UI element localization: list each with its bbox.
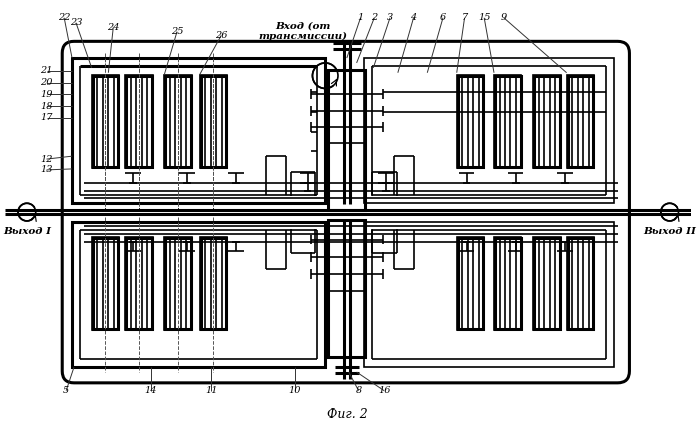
Bar [200,237,227,330]
Bar [456,237,484,330]
Text: 12: 12 [41,155,53,164]
Bar [201,237,226,329]
Bar [533,75,561,168]
Text: 13: 13 [41,165,53,174]
Text: 22: 22 [58,13,71,22]
Text: 8: 8 [356,386,361,395]
Bar [125,75,152,168]
Text: 18: 18 [41,102,53,111]
Bar [495,237,521,329]
Bar [456,75,484,168]
Bar [364,58,614,203]
Text: 3: 3 [387,13,393,22]
Text: 24: 24 [107,23,120,32]
Bar [93,237,118,329]
Text: 1: 1 [357,13,363,22]
Bar [92,237,119,330]
Text: 11: 11 [205,386,217,395]
Text: 10: 10 [289,386,301,395]
Text: 25: 25 [171,27,183,36]
Text: 6: 6 [440,13,446,22]
Text: 20: 20 [41,78,53,87]
Bar [533,237,561,330]
Bar [164,237,192,330]
Text: 9: 9 [500,13,507,22]
FancyBboxPatch shape [62,41,629,383]
Text: Вход (от
трансмиссии): Вход (от трансмиссии) [258,22,347,41]
Bar [534,76,560,167]
Bar [328,70,366,210]
Text: 5: 5 [63,386,69,395]
Bar [494,237,521,330]
Text: 15: 15 [478,13,491,22]
Bar [72,58,325,203]
Bar [567,237,594,330]
Text: 26: 26 [215,31,227,40]
Bar [568,76,593,167]
Bar [495,76,521,167]
Bar [201,76,226,167]
Text: Выход I: Выход I [3,227,51,236]
Bar [72,222,325,367]
Text: Фиг. 2: Фиг. 2 [327,408,368,421]
Bar [165,237,191,329]
Text: 17: 17 [41,113,53,122]
Bar [200,75,227,168]
Bar [92,75,119,168]
Text: 4: 4 [410,13,417,22]
Text: 14: 14 [144,386,157,395]
Bar [126,76,152,167]
Text: Выход II: Выход II [643,227,696,236]
Bar [458,76,483,167]
Bar [328,220,366,357]
Text: 23: 23 [70,18,82,27]
Bar [534,237,560,329]
Bar [125,237,152,330]
Bar [364,222,614,367]
Bar [494,75,521,168]
Text: 2: 2 [371,13,377,22]
Bar [93,76,118,167]
Bar [164,75,192,168]
Bar [165,76,191,167]
Bar [567,75,594,168]
Text: 16: 16 [378,386,390,395]
Text: 19: 19 [41,90,53,99]
Text: 21: 21 [41,66,53,75]
Bar [568,237,593,329]
Text: 7: 7 [461,13,468,22]
Bar [458,237,483,329]
Bar [126,237,152,329]
